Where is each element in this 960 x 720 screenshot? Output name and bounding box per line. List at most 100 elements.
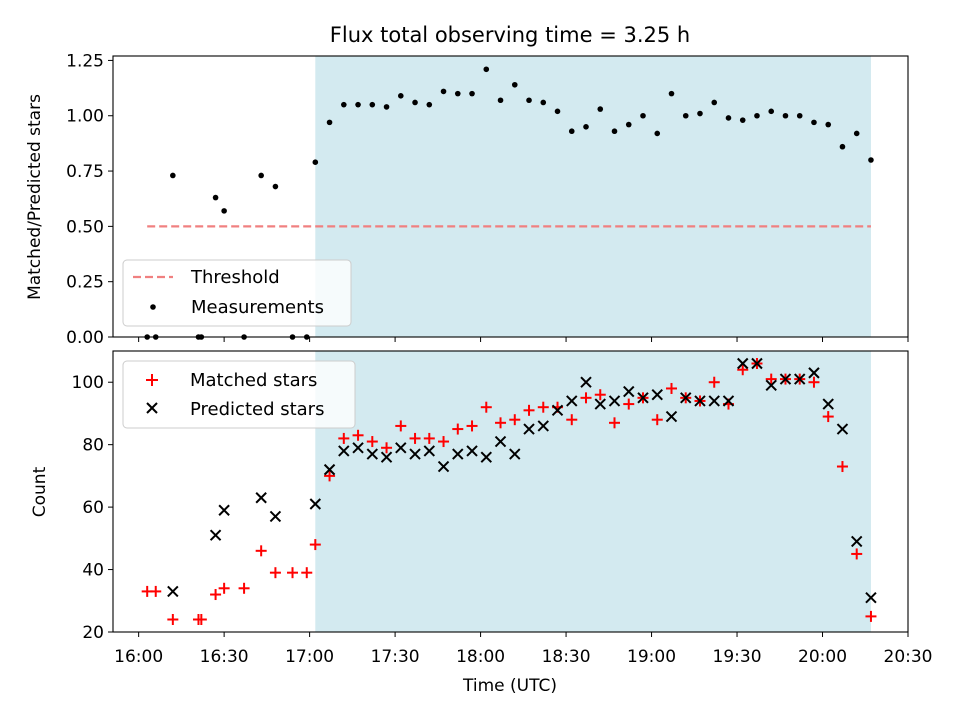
- predicted-star-point: [523, 423, 535, 435]
- y-tick-label: 60: [82, 498, 104, 518]
- predicted-star-point: [594, 398, 606, 410]
- matched-star-point: [255, 545, 267, 557]
- top-x-ticks: [138, 337, 909, 342]
- matched-star-point: [409, 432, 421, 444]
- predicted-star-point: [651, 389, 663, 401]
- matched-star-point: [338, 432, 350, 444]
- measurement-point: [383, 104, 390, 110]
- matched-star-point: [195, 614, 207, 626]
- measurement-point: [682, 112, 689, 119]
- measurement-point: [212, 194, 219, 201]
- top-y-axis-label: Matched/Predicted stars: [25, 94, 45, 300]
- matched-star-point: [765, 373, 777, 385]
- predicted-star-point: [409, 448, 421, 460]
- measurement-point: [739, 117, 746, 123]
- predicted-star-point: [494, 435, 507, 448]
- measurement-point: [272, 183, 279, 190]
- top-legend: Threshold Measurements: [122, 259, 352, 327]
- y-tick-label: 100: [72, 373, 104, 393]
- matched-star-point: [566, 414, 578, 426]
- matched-star-point: [395, 420, 407, 432]
- y-tick-label: 20: [82, 623, 104, 643]
- matched-star-point: [324, 470, 336, 482]
- matched-star-point: [665, 382, 677, 394]
- x-tick-label: 19:00: [627, 647, 676, 667]
- predicted-star-point: [423, 445, 435, 457]
- predicted-star-point: [395, 442, 407, 454]
- bottom-legend: Matched stars Predicted stars: [122, 360, 356, 429]
- predicted-star-point: [466, 445, 478, 457]
- measurement-point: [796, 112, 803, 119]
- y-tick-label: 1.00: [66, 107, 104, 127]
- predicted-star-point: [255, 492, 267, 504]
- matched-star-point: [580, 392, 592, 404]
- measurement-point: [526, 97, 532, 104]
- measurement-point: [640, 112, 646, 119]
- observing-window-band: [315, 56, 871, 337]
- matched-star-point: [865, 610, 877, 622]
- predicted-star-point: [218, 504, 230, 516]
- measurement-point: [440, 88, 447, 95]
- predicted-star-point: [551, 404, 564, 417]
- predicted-star-point: [708, 395, 720, 407]
- observing-window-band: [315, 351, 871, 632]
- predicted-star-point: [452, 448, 464, 460]
- predicted-star-point: [765, 379, 777, 392]
- matched-star-point: [808, 376, 820, 388]
- measurement-point: [511, 81, 518, 88]
- measurement-point: [625, 121, 632, 128]
- legend-matched-label: Matched stars: [190, 370, 317, 391]
- legend-predicted-swatch: [146, 402, 158, 414]
- matched-star-point: [836, 461, 848, 473]
- matched-star-point: [287, 567, 299, 579]
- measurement-point: [754, 112, 760, 119]
- x-tick-label: 16:00: [114, 647, 163, 667]
- x-axis-label: Time (UTC): [462, 676, 557, 696]
- x-tick-label: 20:00: [798, 647, 847, 667]
- measurement-point: [469, 90, 475, 97]
- predicted-star-point: [794, 373, 806, 385]
- y-tick-label: 0.50: [66, 217, 104, 237]
- x-tick-label: 18:00: [456, 647, 505, 667]
- measurement-point: [369, 101, 376, 108]
- bottom-y-ticks: 20 40 60 80 100: [72, 373, 113, 643]
- legend-predicted-label: Predicted stars: [190, 399, 324, 420]
- matched-star-point: [466, 420, 478, 432]
- matched-star-point: [381, 442, 393, 454]
- predicted-star-point: [722, 395, 735, 407]
- measurement-point: [853, 130, 860, 137]
- x-tick-label: 16:30: [200, 647, 249, 667]
- measurement-point: [221, 208, 227, 214]
- bottom-y-axis-label: Count: [30, 466, 50, 517]
- measurement-point: [397, 93, 404, 99]
- predicted-star-point: [737, 357, 749, 370]
- measurement-point: [554, 108, 561, 115]
- measurement-point: [170, 172, 176, 179]
- chart-title: Flux total observing time = 3.25 h: [330, 23, 690, 47]
- predicted-star-point: [608, 395, 621, 407]
- measurement-point: [312, 159, 319, 166]
- predicted-star-point: [480, 451, 492, 463]
- matched-star-point: [651, 414, 663, 426]
- matched-star-point: [523, 404, 535, 416]
- measurement-point: [825, 121, 832, 128]
- predicted-star-point: [822, 398, 834, 410]
- measurement-point: [326, 119, 333, 126]
- measurement-point: [868, 157, 874, 163]
- predicted-star-point: [380, 451, 393, 463]
- y-tick-label: 40: [82, 561, 104, 581]
- predicted-star-point: [537, 420, 549, 432]
- matched-star-point: [708, 376, 720, 388]
- predicted-star-point: [566, 395, 578, 407]
- measurement-point: [454, 90, 461, 97]
- matched-star-point: [366, 436, 378, 448]
- predicted-star-point: [694, 395, 706, 407]
- measurement-point: [725, 115, 732, 121]
- x-tick-label: 20:30: [884, 647, 933, 667]
- matched-star-point: [822, 411, 834, 423]
- matched-star-point: [269, 567, 281, 579]
- matched-star-point: [623, 398, 635, 410]
- measurement-point: [540, 99, 547, 106]
- predicted-star-point: [680, 392, 692, 404]
